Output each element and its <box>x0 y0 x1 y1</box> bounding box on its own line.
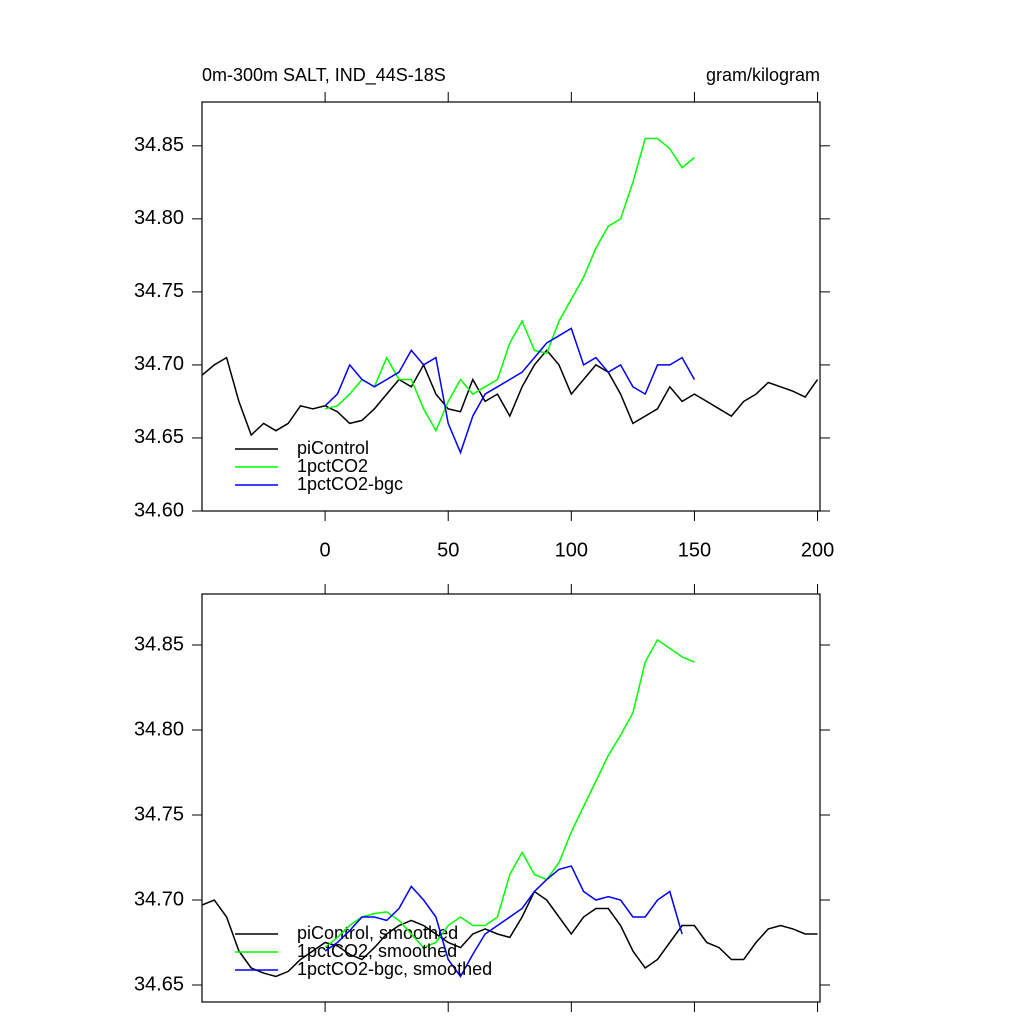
legend-label: 1pctCO2-bgc, smoothed <box>297 959 492 979</box>
legend-label: 1pctCO2 <box>297 456 368 476</box>
chart-title: 0m-300m SALT, IND_44S-18S <box>202 65 446 86</box>
y-tick-label: 34.75 <box>134 803 184 825</box>
x-tick-label: 200 <box>801 539 834 561</box>
y-tick-label: 34.75 <box>134 280 184 302</box>
series-line <box>324 327 696 455</box>
y-tick-label: 34.85 <box>134 633 184 655</box>
plot-frame <box>201 101 821 512</box>
y-tick-label: 34.65 <box>134 973 184 995</box>
series-line <box>324 638 695 949</box>
legend-label: piControl, smoothed <box>297 923 458 943</box>
legend-label: piControl <box>297 438 369 458</box>
legend-label: 1pctCO2, smoothed <box>297 941 457 961</box>
series-line <box>324 137 695 433</box>
x-tick-label: 100 <box>555 539 588 561</box>
y-tick-label: 34.60 <box>134 499 184 521</box>
y-tick-label: 34.65 <box>134 426 184 448</box>
series-line <box>201 349 819 437</box>
plot-frame <box>201 593 821 1003</box>
chart-units: gram/kilogram <box>706 65 820 85</box>
y-tick-label: 34.80 <box>134 207 184 229</box>
x-tick-label: 0 <box>320 539 331 561</box>
y-tick-label: 34.85 <box>134 134 184 156</box>
x-tick-label: 150 <box>678 539 711 561</box>
series-line <box>201 890 818 978</box>
y-tick-label: 34.70 <box>134 353 184 375</box>
x-tick-label: 50 <box>437 539 459 561</box>
y-tick-label: 34.80 <box>134 718 184 740</box>
y-tick-label: 34.70 <box>134 888 184 910</box>
series-line <box>324 865 683 978</box>
legend-label: 1pctCO2-bgc <box>297 474 403 494</box>
